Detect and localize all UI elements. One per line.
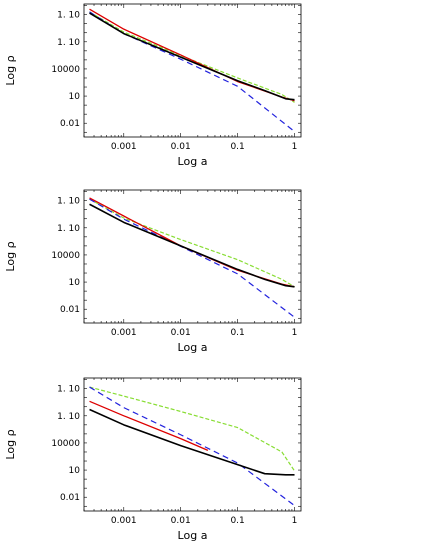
x-tick-label: 1 <box>292 328 298 338</box>
chart-panel-3: 0.001 0.01 0.1 1 0.01 10 10000 1. 10 1. 10 Log a L… <box>4 377 302 542</box>
series-line-1 <box>89 400 209 451</box>
y-tick-label: 1. 10 <box>57 385 80 395</box>
y-tick-label: 0.01 <box>60 305 80 315</box>
x-tick-label: 1 <box>292 142 298 152</box>
y-tick-label: 1. 10 <box>57 412 80 422</box>
y-tick-mantissa: 1. 10 <box>57 38 80 48</box>
y-tick-mantissa: 0.01 <box>60 493 80 503</box>
x-tick-label: 0.001 <box>111 142 137 152</box>
y-tick-mantissa: 10000 <box>51 439 80 449</box>
x-tick-label: 0.001 <box>111 516 137 526</box>
y-axis-title: Log ρ <box>4 241 17 271</box>
plot-frame <box>83 377 302 512</box>
y-tick-mantissa: 1. 10 <box>57 412 80 422</box>
y-tick-mantissa: 1. 10 <box>57 11 80 21</box>
y-axis-title: Log ρ <box>4 55 17 85</box>
y-tick-label: 1. 10 <box>57 11 80 21</box>
y-tick-mantissa: 10000 <box>51 251 80 261</box>
series-line-2 <box>89 386 296 472</box>
series-line-3 <box>89 198 295 318</box>
y-tick-label: 10000 <box>51 251 80 261</box>
y-tick-label: 10000 <box>51 439 80 449</box>
series-group <box>89 386 296 507</box>
series-line-4 <box>89 408 295 476</box>
y-axis-title: Log ρ <box>4 429 17 459</box>
y-tick-mantissa: 0.01 <box>60 119 80 129</box>
plot-frame <box>83 3 302 138</box>
series-line-4 <box>89 12 295 101</box>
x-tick-label: 0.1 <box>230 142 244 152</box>
y-tick-label: 1. 10 <box>57 224 80 234</box>
series-line-4 <box>89 203 295 288</box>
chart-panel-2: 0.001 0.01 0.1 1 0.01 10 10000 1. 10 1. 10 Log a L… <box>4 189 302 354</box>
x-tick-label: 0.001 <box>111 328 137 338</box>
y-tick-label: 0.01 <box>60 119 80 129</box>
y-tick-mantissa: 10 <box>69 466 81 476</box>
chart-panel-1: 0.001 0.01 0.1 1 0.01 10 10000 1. 10 1. 10 Log a L… <box>4 3 302 168</box>
y-tick-label: 1. 10 <box>57 197 80 207</box>
y-tick-label: 10000 <box>51 65 80 75</box>
series-group <box>89 8 295 133</box>
y-tick-label: 10 <box>69 92 81 102</box>
y-tick-mantissa: 10 <box>69 92 81 102</box>
plot-frame <box>83 189 302 324</box>
series-line-2 <box>89 198 295 288</box>
x-tick-label: 0.01 <box>171 328 191 338</box>
series-line-2 <box>89 11 295 103</box>
x-tick-label: 0.01 <box>171 142 191 152</box>
y-tick-mantissa: 10 <box>69 278 81 288</box>
x-axis-title: Log a <box>178 529 208 542</box>
y-tick-mantissa: 0.01 <box>60 305 80 315</box>
x-tick-label: 0.1 <box>230 328 244 338</box>
series-line-3 <box>89 11 295 133</box>
x-tick-label: 0.1 <box>230 516 244 526</box>
y-tick-mantissa: 1. 10 <box>57 224 80 234</box>
series-line-1 <box>89 197 295 288</box>
y-tick-mantissa: 1. 10 <box>57 385 80 395</box>
series-line-1 <box>89 8 295 102</box>
y-tick-mantissa: 10000 <box>51 65 80 75</box>
x-tick-label: 0.01 <box>171 516 191 526</box>
y-tick-label: 1. 10 <box>57 38 80 48</box>
x-axis-title: Log a <box>178 341 208 354</box>
y-tick-mantissa: 1. 10 <box>57 197 80 207</box>
x-tick-label: 1 <box>292 516 298 526</box>
y-tick-label: 10 <box>69 278 81 288</box>
y-tick-label: 0.01 <box>60 493 80 503</box>
series-group <box>89 197 295 318</box>
x-axis-title: Log a <box>178 155 208 168</box>
series-line-3 <box>89 386 295 507</box>
y-tick-label: 10 <box>69 466 81 476</box>
